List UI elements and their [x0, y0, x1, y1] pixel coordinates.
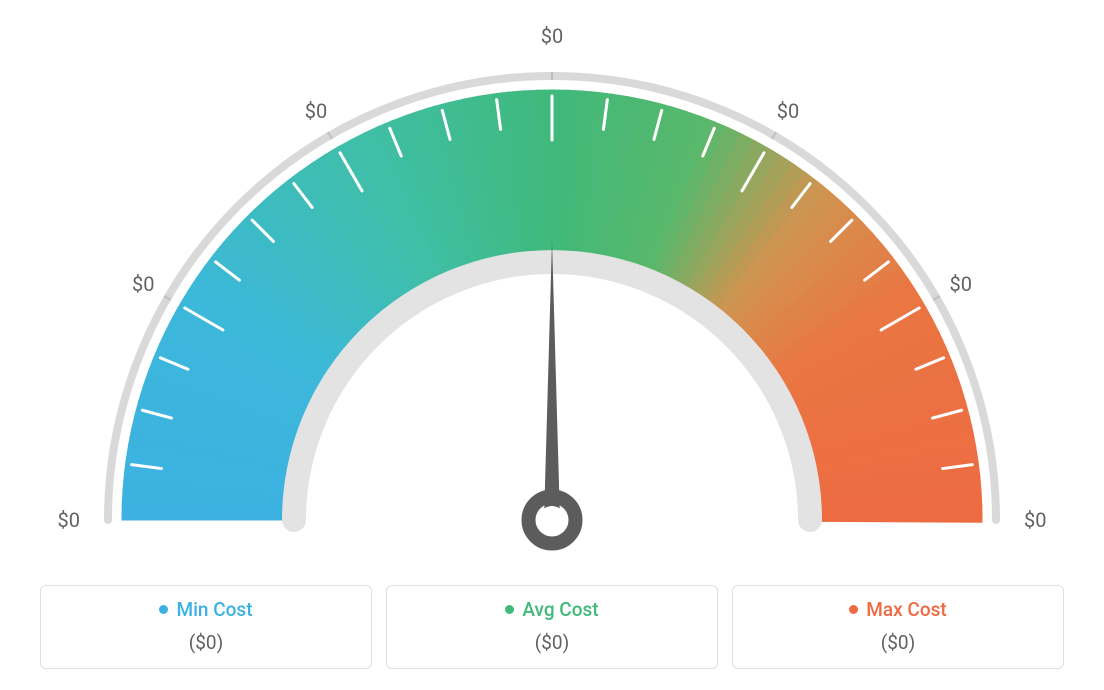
gauge-tick-label: $0: [777, 99, 799, 123]
legend-dot-min: [159, 605, 168, 614]
legend-card-min: Min Cost ($0): [40, 585, 372, 669]
gauge-tick-label: $0: [305, 99, 327, 123]
legend-label-min: Min Cost: [176, 598, 252, 621]
legend-label-max: Max Cost: [866, 598, 946, 621]
legend-value-avg: ($0): [387, 631, 717, 654]
legend-card-max: Max Cost ($0): [732, 585, 1064, 669]
gauge-tick-label: $0: [58, 508, 80, 532]
gauge-tick-label: $0: [132, 272, 154, 296]
legend-dot-avg: [505, 605, 514, 614]
gauge-svg: [52, 10, 1052, 570]
legend-title-min: Min Cost: [159, 598, 252, 621]
legend-dot-max: [849, 605, 858, 614]
legend-value-max: ($0): [733, 631, 1063, 654]
legend-title-avg: Avg Cost: [505, 598, 598, 621]
gauge-tick-label: $0: [1024, 508, 1046, 532]
legend-card-avg: Avg Cost ($0): [386, 585, 718, 669]
legend-title-max: Max Cost: [849, 598, 946, 621]
legend-label-avg: Avg Cost: [522, 598, 598, 621]
gauge-tick-label: $0: [950, 272, 972, 296]
legend-row: Min Cost ($0) Avg Cost ($0) Max Cost ($0…: [40, 585, 1064, 669]
gauge-chart: $0 $0 $0 $0 $0 $0 $0: [52, 10, 1052, 570]
gauge-tick-label: $0: [541, 24, 563, 48]
legend-value-min: ($0): [41, 631, 371, 654]
